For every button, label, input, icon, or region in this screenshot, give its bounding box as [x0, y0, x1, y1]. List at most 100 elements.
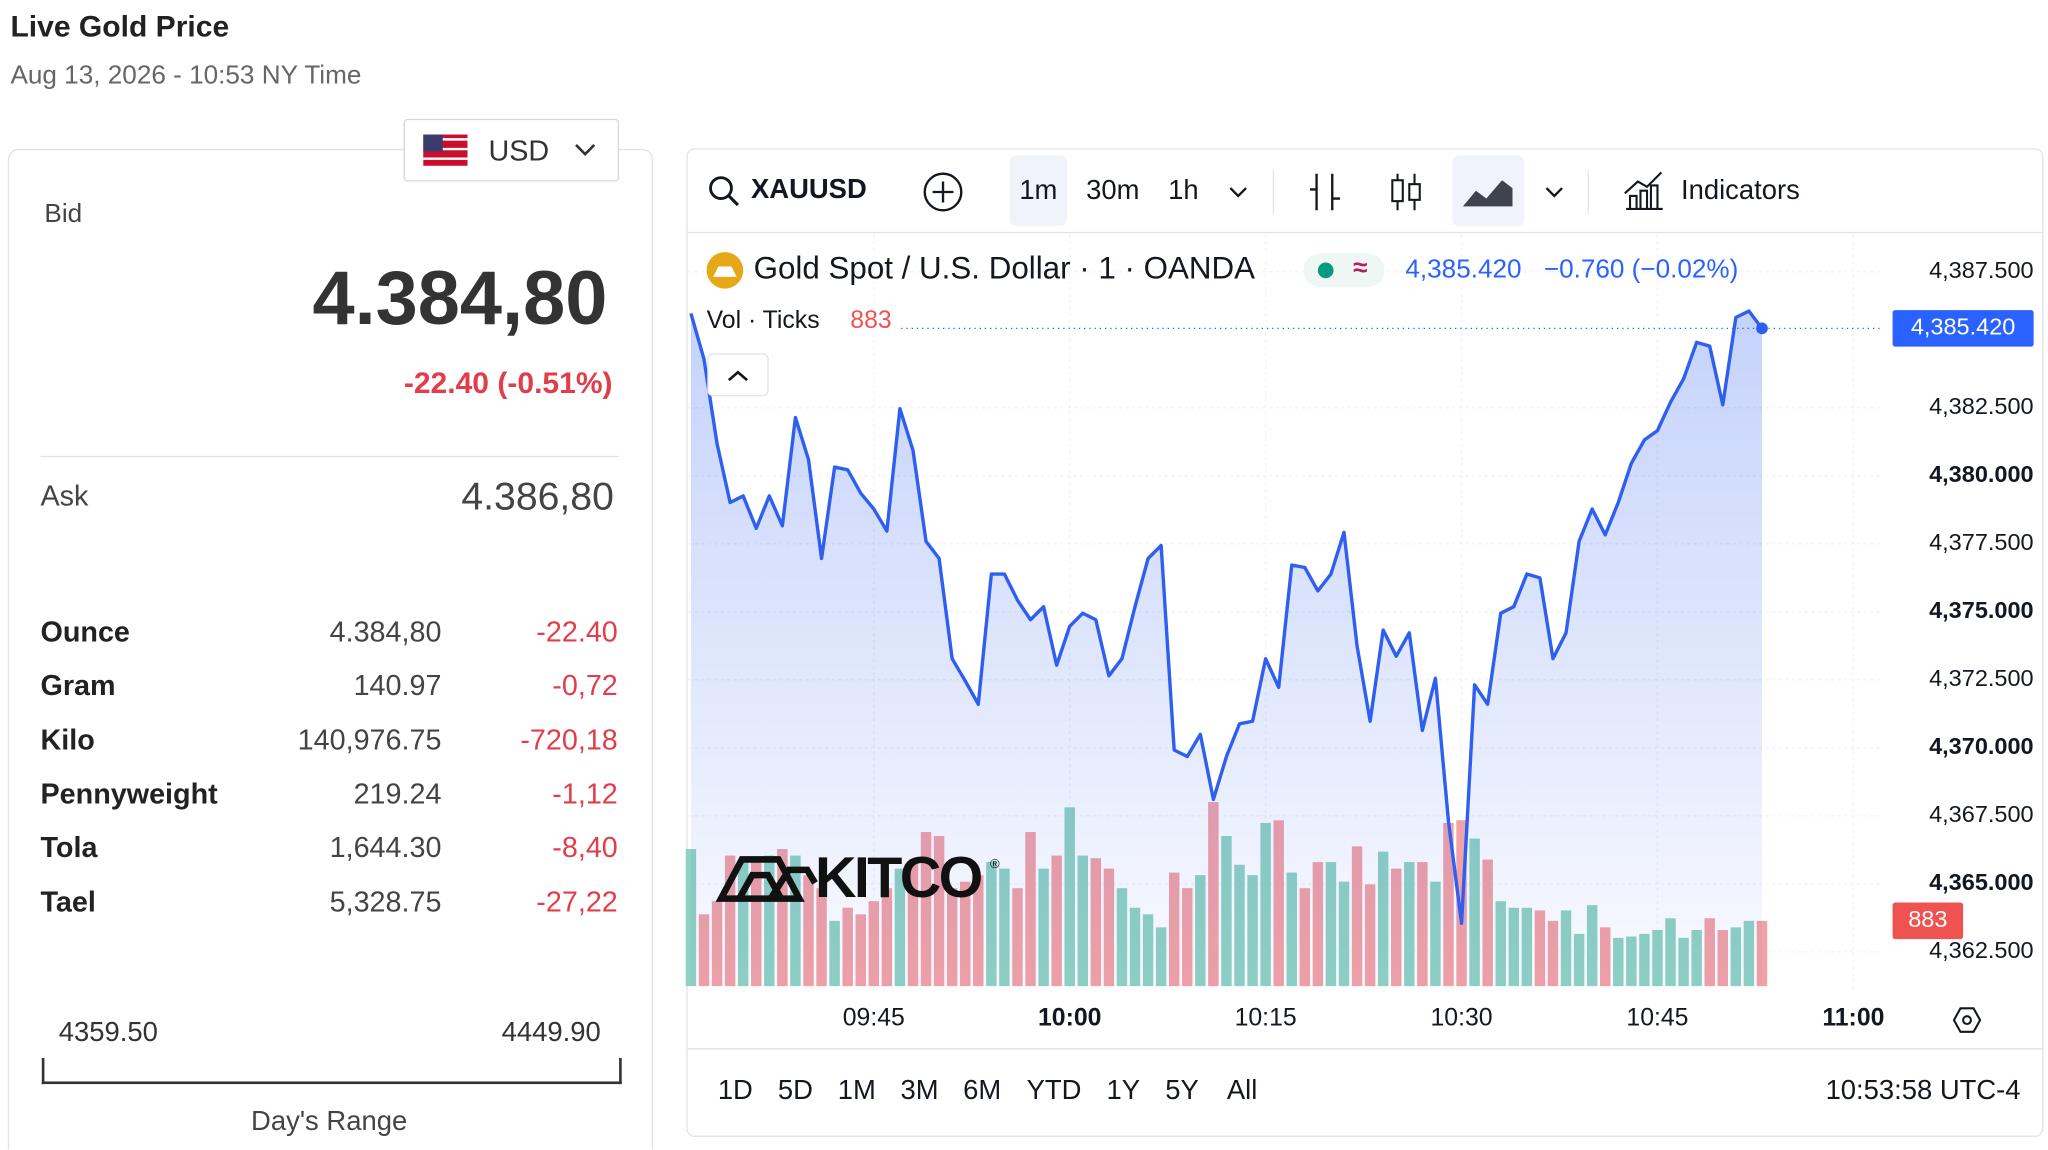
y-tick-label: 4,375.000 [1929, 597, 2034, 623]
unit-price: 1,644.30 [329, 830, 442, 864]
range-button[interactable]: 6M [963, 1074, 1001, 1105]
status-pill [1303, 253, 1385, 288]
symbol[interactable]: XAUUSD [751, 173, 867, 204]
price-area [690, 310, 1762, 987]
unit-name: Kilo [40, 723, 95, 756]
unit-price: 140,976.75 [297, 723, 442, 756]
chart-type-active-bg [1452, 155, 1525, 226]
volume-title: Vol · Ticks [707, 307, 820, 334]
range-button[interactable]: 1Y [1106, 1074, 1140, 1105]
price-axis-label-bg [1892, 310, 2034, 347]
y-tick-label: 4,377.500 [1929, 529, 2034, 555]
y-tick-label: 4,372.500 [1929, 665, 2034, 691]
unit-change: -27,22 [536, 884, 618, 918]
plot: 09:45 10:00 10:15 10:30 10:45 11:00 4,362.500 4… [685, 235, 2034, 1031]
interval-dropdown[interactable] [1229, 187, 1247, 198]
y-tick-label: 4,365.000 [1929, 869, 2034, 895]
range-button[interactable]: YTD [1027, 1074, 1082, 1105]
y-tick-label: 4,367.500 [1929, 801, 2034, 827]
delayed-icon: ≈ [1353, 252, 1367, 282]
range-bracket [41, 1057, 622, 1085]
chart-type-dropdown[interactable] [1545, 187, 1563, 198]
legend: Gold Spot / U.S. Dollar · 1 · OANDA ≈ 4,… [706, 251, 1739, 397]
y-tick-label: 4,370.000 [1929, 733, 2034, 759]
y-tick-label: 4,362.500 [1929, 937, 2034, 963]
volume-axis-label: 883 [1908, 906, 1947, 932]
range-low: 4359.50 [58, 1017, 158, 1048]
unit-change: -8,40 [552, 830, 618, 864]
unit-name: Gram [40, 669, 116, 702]
unit-price: 5,328.75 [329, 884, 442, 918]
unit-price: 140.97 [353, 669, 442, 702]
bid-value: 4.384,80 [312, 255, 608, 341]
price-line [689, 309, 1764, 925]
ask-value: 4.386,80 [461, 475, 614, 519]
indicators-button[interactable]: Indicators [1681, 174, 1800, 205]
interval-active-bg [1009, 155, 1068, 226]
last-price: 4,385.420 [1405, 253, 1521, 283]
unit-change: -720,18 [520, 723, 618, 756]
interval-button[interactable]: 1m [1019, 174, 1057, 205]
unit-name: Pennyweight [40, 776, 218, 810]
indicators-icon[interactable] [1624, 171, 1663, 211]
collapse-button[interactable] [707, 353, 769, 397]
x-tick-label: 10:45 [1626, 1004, 1688, 1031]
x-tick-label: 10:00 [1038, 1004, 1101, 1031]
unit-name: Tola [40, 830, 98, 864]
interval-button[interactable]: 1h [1168, 174, 1198, 205]
compare-plus [932, 181, 954, 203]
watermark-text: KITCO [815, 846, 982, 910]
bars-icon[interactable] [1310, 173, 1341, 211]
price-axis-label: 4,385.420 [1911, 314, 2016, 340]
currency-select[interactable]: USD [403, 118, 620, 182]
x-tick-label: 10:30 [1431, 1004, 1493, 1031]
chart-title: Gold Spot / U.S. Dollar · 1 · OANDA [754, 251, 1256, 286]
y-tick-label: 4,380.000 [1929, 461, 2034, 487]
chevron-path [575, 144, 596, 156]
range-button[interactable]: 5D [778, 1074, 813, 1105]
range-button[interactable]: All [1227, 1074, 1257, 1105]
range-label: Day's Range [251, 1106, 408, 1137]
search-icon[interactable] [709, 176, 733, 200]
last-point [1756, 322, 1768, 335]
toolbar: XAUUSD 1m 30m 1h Indicators [709, 155, 1800, 226]
range-button[interactable]: 5Y [1165, 1074, 1199, 1105]
area-icon[interactable] [1462, 180, 1513, 207]
volume-axis-label-bg [1892, 902, 1964, 940]
unit-price: 4.384,80 [329, 615, 442, 648]
unit-name: Tael [40, 884, 96, 918]
axis-settings[interactable] [1952, 1007, 1982, 1033]
y-tick-label: 4,382.500 [1929, 393, 2034, 419]
candle-body [1391, 179, 1404, 203]
volume-last: 883 [850, 307, 891, 334]
search-icon-handle [727, 194, 740, 207]
range-high: 4449.90 [501, 1017, 601, 1048]
registered-mark: ® [990, 856, 1000, 871]
unit-price: 219.24 [353, 776, 442, 810]
settings-icon-center [1962, 1015, 1972, 1026]
bid-change: -22.40 (-0.51%) [403, 365, 613, 400]
range-bar: 10:53:58 UTC-4 1D 5D 1M 3M 6M YTD 1Y 5Y All [718, 1074, 2021, 1105]
range-button[interactable]: 1M [838, 1074, 876, 1105]
unit-change: -22.40 [536, 615, 618, 648]
x-tick-label: 11:00 [1822, 1004, 1884, 1031]
unit-change: -1,12 [552, 776, 618, 810]
price-change: −0.760 (−0.02%) [1544, 253, 1739, 283]
settings-icon[interactable] [1952, 1007, 1982, 1033]
chevron [575, 144, 596, 156]
compare-button[interactable] [923, 172, 963, 212]
clock: 10:53:58 UTC-4 [1826, 1074, 2021, 1105]
interval-button[interactable]: 30m [1086, 174, 1139, 205]
watermark-logo [715, 856, 818, 902]
symbol-logo-mark [713, 266, 737, 277]
market-open-dot [1317, 262, 1334, 279]
range-button[interactable]: 1D [718, 1074, 753, 1105]
unit-name: Ounce [40, 615, 130, 648]
divider [40, 455, 620, 458]
currency-label: USD [488, 134, 550, 168]
price-panel [7, 148, 654, 1150]
page-subtitle: Aug 13, 2026 - 10:53 NY Time [10, 61, 362, 91]
range-button[interactable]: 3M [900, 1074, 938, 1105]
